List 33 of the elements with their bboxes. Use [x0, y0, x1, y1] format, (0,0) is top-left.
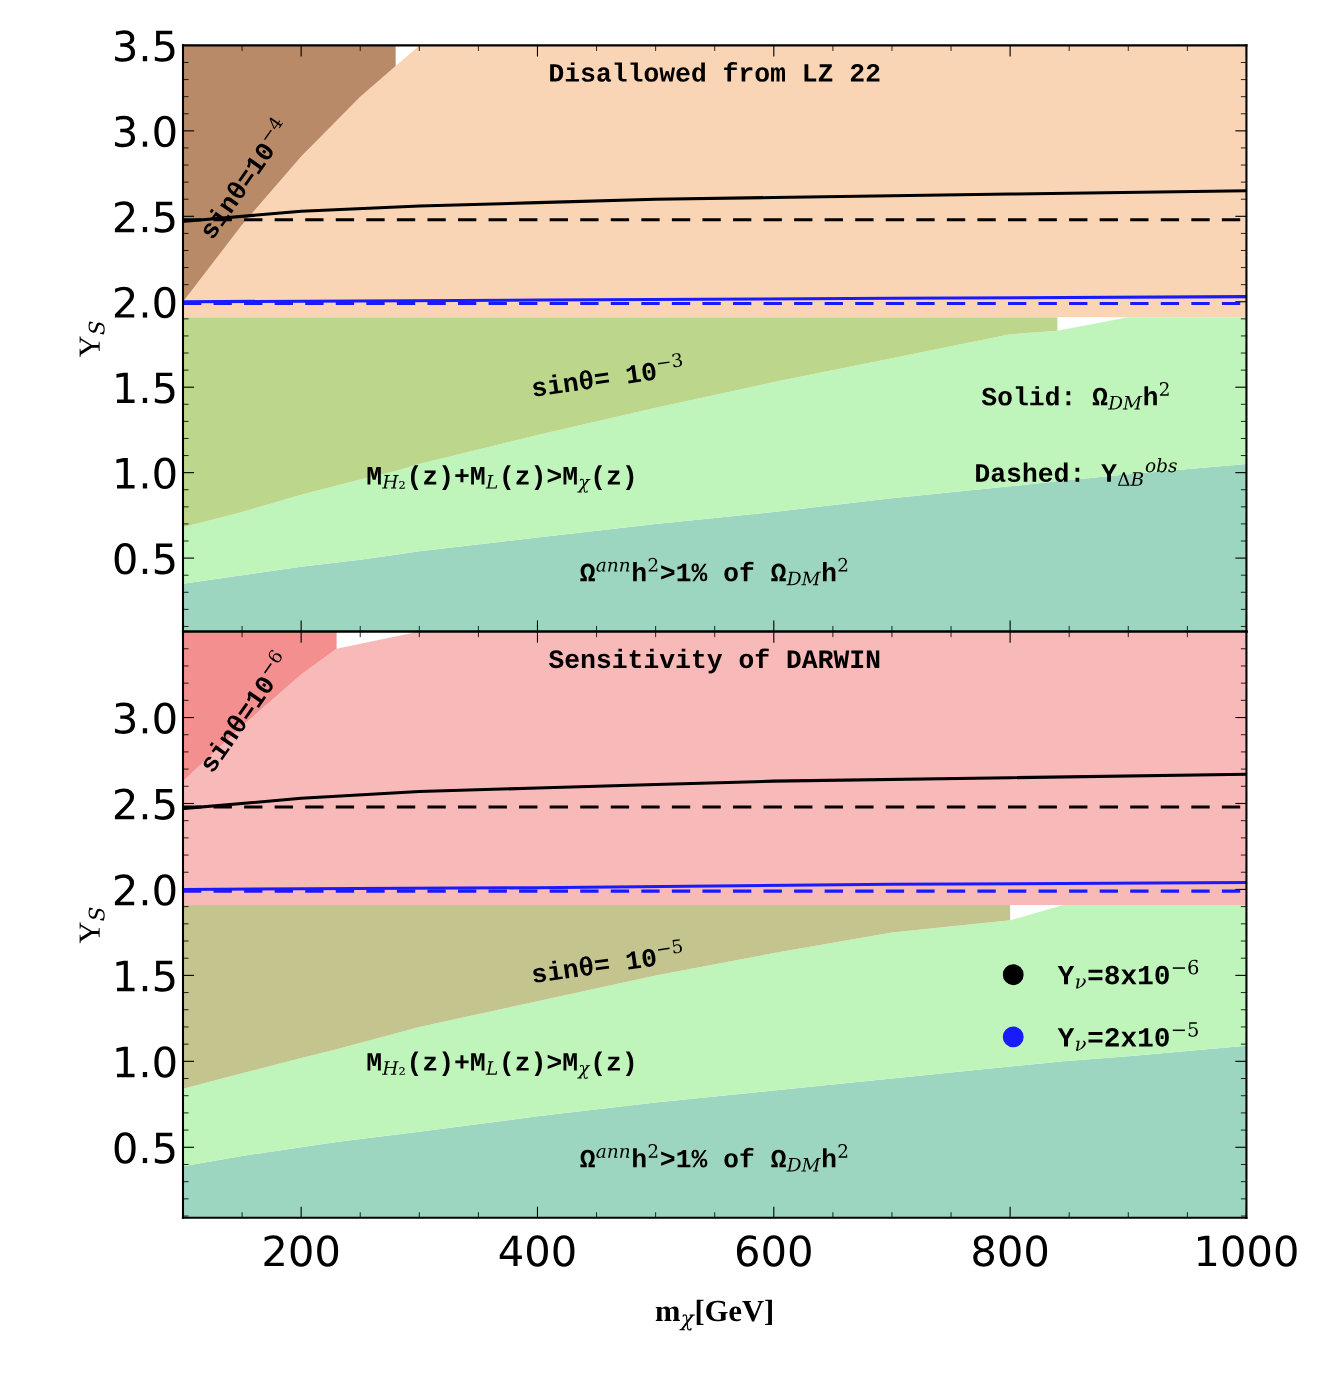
annotation: sinθ= 10$^{−5}$ — [530, 938, 684, 984]
legend-label: Y$_{ν}$=2x10$^{−5}$ — [1057, 1022, 1198, 1051]
annotation: M$_{H₂}$(z)+M$_{L}$(z)>M$_{χ}$(z) — [367, 465, 634, 493]
annotation: sinθ= 10$^{−3}$ — [530, 352, 684, 397]
x-tick-label: 600 — [736, 1235, 811, 1267]
y-tick-label: 0.5 — [114, 1132, 175, 1164]
y-axis-title: Y$_{S}$ — [79, 907, 105, 944]
y-tick-label: 3.5 — [115, 30, 175, 62]
y-axis-title: Y$_{S}$ — [79, 321, 105, 358]
y-tick-label: 1.0 — [116, 457, 176, 490]
y-tick-label: 1.5 — [116, 960, 175, 992]
y-tick-label: 3.0 — [115, 115, 176, 148]
legend-label: Y$_{ν}$=8x10$^{−6}$ — [1057, 959, 1199, 989]
x-axis-title: m$_{χ}$[GeV] — [655, 1299, 772, 1331]
y-tick-label: 2.0 — [114, 286, 176, 319]
y-tick-label: 2.5 — [114, 201, 175, 233]
x-tick-label: 200 — [264, 1235, 339, 1267]
y-tick-label: 0.5 — [114, 543, 175, 575]
y-tick-label: 2.0 — [114, 874, 176, 906]
x-tick-label: 400 — [499, 1235, 575, 1267]
y-tick-label: 3.0 — [115, 702, 176, 734]
y-tick-label: 1.5 — [116, 372, 175, 404]
annotation: Ω$^{ann}$h$^{2}$>1% of Ω$_{DM}$h$^{2}$ — [580, 557, 848, 586]
y-tick-label: 2.5 — [114, 788, 175, 820]
annotation: Dashed: Y$_{ΔB}$$^{obs}$ — [976, 458, 1177, 486]
annotation: sinθ=10$^{−6}$ — [194, 648, 292, 774]
annotation: M$_{H₂}$(z)+M$_{L}$(z)>M$_{χ}$(z) — [367, 1051, 634, 1079]
x-tick-label: 1000 — [1198, 1235, 1297, 1267]
annotation: Sensitivity of DARWIN — [548, 648, 880, 674]
y-tick-label: 1.0 — [116, 1046, 176, 1078]
annotation: Solid: Ω$_{DM}$h$^{2}$ — [981, 382, 1169, 410]
x-tick-label: 800 — [973, 1235, 1048, 1267]
annotation: Ω$^{ann}$h$^{2}$>1% of Ω$_{DM}$h$^{2}$ — [580, 1144, 848, 1172]
